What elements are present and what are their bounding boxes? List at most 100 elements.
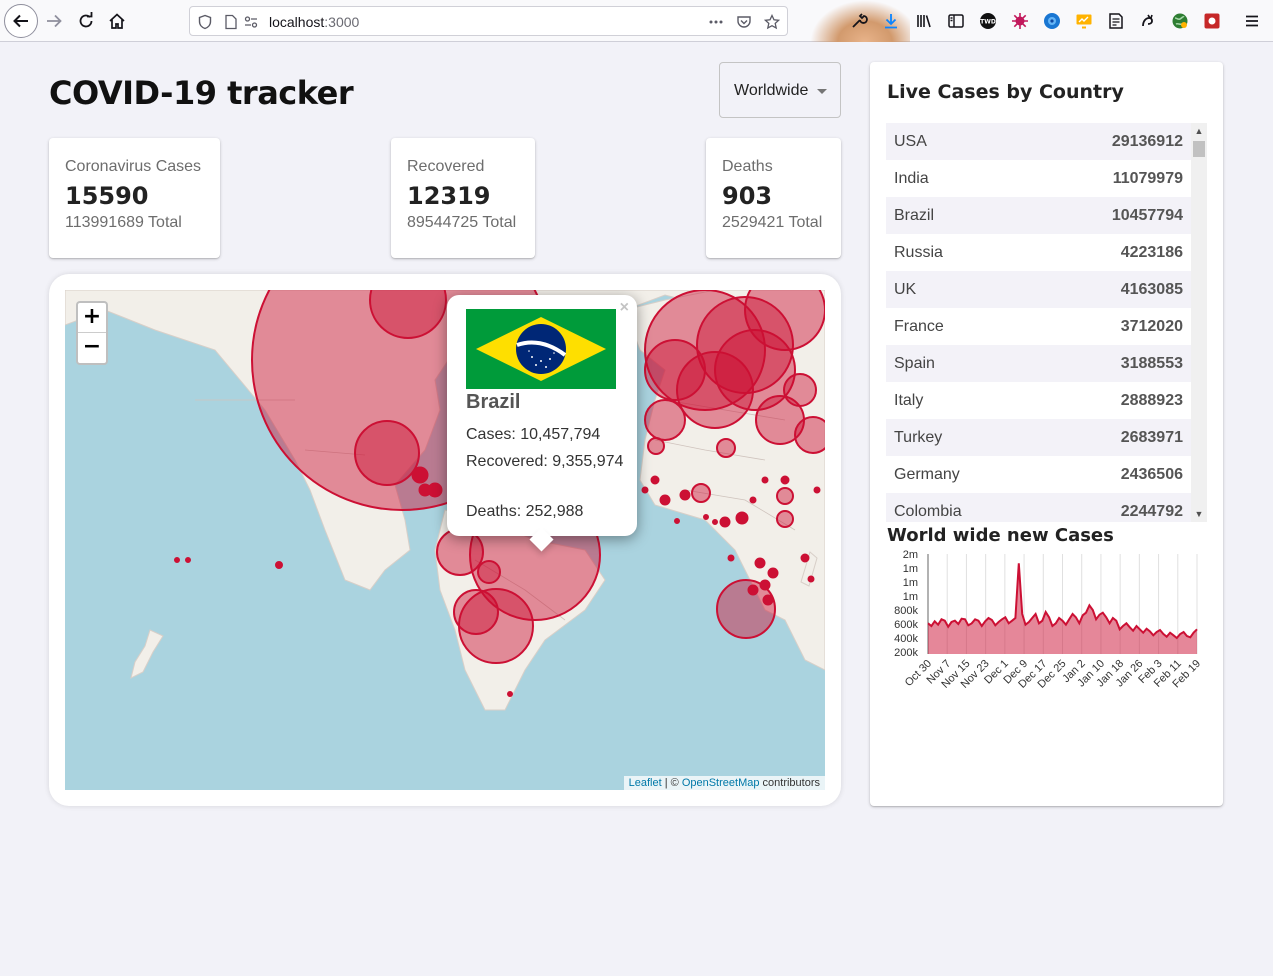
table-row: Brazil 10457794 (886, 197, 1191, 234)
y-tick-label: 400k (894, 633, 918, 645)
egypt-circle[interactable] (716, 438, 736, 458)
permissions-icon[interactable] (243, 14, 259, 30)
scroll-down-arrow-icon[interactable]: ▼ (1194, 509, 1204, 519)
download-icon[interactable] (882, 12, 900, 30)
pocket-icon[interactable] (736, 14, 752, 30)
europe-circle-2[interactable] (696, 296, 794, 394)
more-actions-icon[interactable] (708, 14, 724, 30)
case-dot[interactable] (674, 518, 680, 524)
case-dot[interactable] (703, 514, 709, 520)
case-dot[interactable] (641, 486, 649, 494)
home-button[interactable] (101, 5, 133, 37)
zoom-out-button[interactable]: − (82, 334, 102, 359)
case-dot[interactable] (507, 691, 513, 697)
case-dot[interactable] (185, 557, 191, 563)
middle-east-circle[interactable] (783, 373, 817, 407)
wrench-icon[interactable] (850, 12, 868, 30)
country-select[interactable]: Worldwide (719, 62, 841, 118)
row-country: France (894, 317, 944, 335)
case-dot[interactable] (767, 567, 779, 579)
url-bar[interactable]: localhost:3000 (189, 6, 788, 36)
case-dot[interactable] (735, 511, 749, 525)
south-africa-circle[interactable] (716, 579, 776, 639)
case-dot[interactable] (759, 579, 771, 591)
bookmark-star-icon[interactable] (764, 14, 780, 30)
case-dot[interactable] (411, 466, 429, 484)
forward-button[interactable] (38, 5, 70, 37)
case-dot[interactable] (679, 489, 691, 501)
nigeria-circle[interactable] (691, 483, 711, 503)
russia-circle[interactable] (744, 290, 825, 351)
ethiopia-circle[interactable] (776, 487, 794, 505)
case-dot[interactable] (749, 496, 757, 504)
popup-country-name: Brazil (466, 391, 521, 413)
live-cases-table[interactable]: USA 29136912 India 11079979 Brazil 10457794 Ru… (886, 123, 1191, 522)
url-host: localhost (269, 14, 325, 30)
europe-circle-3[interactable] (676, 351, 754, 429)
case-dot[interactable] (275, 561, 283, 569)
case-dot[interactable] (719, 516, 731, 528)
leaflet-link[interactable]: Leaflet (628, 777, 662, 789)
case-dot[interactable] (418, 483, 432, 497)
popup-close-button[interactable]: × (619, 299, 629, 316)
peru-circle[interactable] (477, 560, 501, 584)
shield-icon[interactable] (197, 14, 213, 30)
case-dot[interactable] (174, 557, 180, 563)
madagascar-island (800, 551, 818, 587)
cases-infobox[interactable]: Coronavirus Cases 15590 113991689 Total (49, 138, 220, 258)
case-dot[interactable] (712, 519, 718, 525)
case-dot[interactable] (813, 486, 821, 494)
extension-red-icon[interactable] (1203, 12, 1221, 30)
case-dot[interactable] (780, 475, 790, 485)
chile-circle[interactable] (453, 589, 499, 635)
table-row: Colombia 2244792 (886, 493, 1191, 522)
back-button[interactable] (4, 4, 38, 38)
extension-monitor-icon[interactable] (1075, 12, 1093, 30)
europe-circle-1[interactable] (644, 290, 766, 411)
case-dot[interactable] (754, 557, 766, 569)
scroll-up-arrow-icon[interactable]: ▲ (1194, 126, 1204, 136)
leaflet-map[interactable]: + − Leaflet | © OpenStreetMap contributo… (65, 290, 825, 790)
deaths-infobox[interactable]: Deaths 903 2529421 Total (706, 138, 841, 258)
zoom-in-button[interactable]: + (78, 303, 106, 333)
table-scrollbar[interactable]: ▲ ▼ (1191, 123, 1207, 522)
europe-circle-6[interactable] (644, 399, 686, 441)
iran-circle[interactable] (794, 416, 825, 454)
caret-down-icon[interactable] (817, 89, 827, 94)
y-tick-label: 1m (903, 591, 918, 603)
case-dot[interactable] (762, 594, 774, 606)
case-dot[interactable] (650, 475, 660, 485)
extension-virus-icon[interactable] (1011, 12, 1029, 30)
recovered-infobox[interactable]: Recovered 12319 89544725 Total (391, 138, 535, 258)
extension-globe-icon[interactable] (1043, 12, 1061, 30)
case-dot[interactable] (800, 553, 810, 563)
map-tiles[interactable] (65, 290, 825, 790)
europe-circle-4[interactable] (714, 329, 796, 411)
case-dot[interactable] (727, 554, 735, 562)
morocco-circle[interactable] (647, 437, 665, 455)
hamburger-menu-icon[interactable] (1243, 12, 1261, 30)
row-cases: 29136912 (1111, 132, 1183, 150)
openstreetmap-link[interactable]: OpenStreetMap (681, 777, 760, 789)
table-row: Spain 3188553 (886, 345, 1191, 382)
y-tick-label: 800k (894, 605, 918, 617)
reload-button[interactable] (70, 5, 102, 37)
kenya-circle[interactable] (776, 510, 794, 528)
small-case-circles[interactable] (174, 466, 821, 697)
extension-notes-icon[interactable] (1107, 12, 1125, 30)
europe-circle-5[interactable] (644, 339, 706, 401)
page-icon[interactable] (223, 14, 239, 30)
mexico-circle[interactable] (354, 420, 420, 486)
extension-world-icon[interactable] (1171, 12, 1189, 30)
case-dot[interactable] (807, 575, 815, 583)
url-text[interactable]: localhost:3000 (269, 14, 359, 30)
case-dot[interactable] (659, 494, 671, 506)
library-icon[interactable] (915, 12, 933, 30)
canada-circle[interactable] (369, 290, 447, 339)
extension-twd-icon[interactable]: TWD (979, 12, 997, 30)
sidebar-icon[interactable] (947, 12, 965, 30)
case-dot[interactable] (747, 584, 759, 596)
case-dot[interactable] (761, 476, 769, 484)
scrollbar-thumb[interactable] (1193, 141, 1205, 157)
extension-gnu-icon[interactable] (1139, 12, 1157, 30)
